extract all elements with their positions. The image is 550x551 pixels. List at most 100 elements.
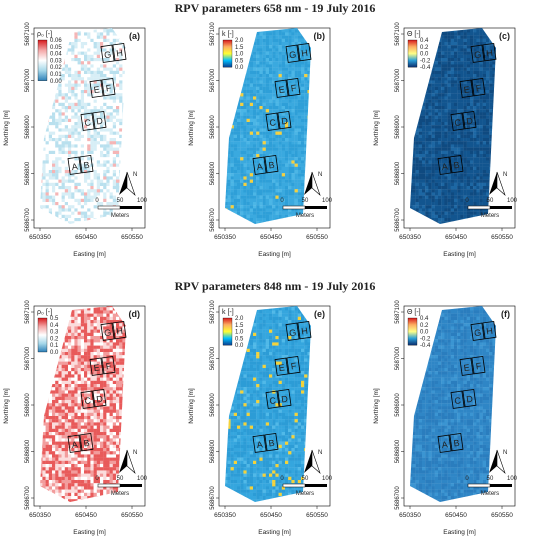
legend-tick: 0.4 [420,316,429,322]
scalebar-tick: 100 [137,476,148,482]
northing-tick: 5686800 [25,161,31,185]
scalebar-unit: Meters [111,491,129,497]
easting-axis-label: Easting [m] [73,251,106,258]
easting-axis-label: Easting [m] [258,529,291,536]
easting-tick: 650550 [306,512,328,519]
northing-tick: 5687100 [210,300,216,324]
easting-axis-label: Easting [m] [73,529,106,536]
easting-tick: 650450 [445,512,467,519]
northing-tick: 5687100 [395,300,401,324]
northing-axis-label: Northing [m] [188,388,195,424]
legend-title: k [-] [222,309,234,316]
legend-tick: 2.0 [235,316,244,322]
northing-tick: 5686800 [210,439,216,463]
colorbar [38,318,47,352]
scalebar-tick: 50 [302,476,309,482]
northing-tick: 5687000 [395,346,401,370]
section-title-658: RPV parameters 658 nm - 19 July 2016 [0,1,550,16]
northing-tick: 5686900 [25,393,31,417]
northing-tick: 5686700 [25,208,31,232]
scalebar-tick: 100 [322,198,333,204]
legend-tick: 0.04 [50,52,62,58]
legend-tick: 0.02 [50,65,62,71]
northing-tick: 5686900 [25,115,31,139]
northing-tick: 5686900 [210,393,216,417]
legend-tick: 0.5 [50,316,59,322]
scalebar-tick: 50 [302,198,309,204]
easting-tick: 650550 [491,234,513,241]
legend-tick: 0.0 [235,65,244,71]
legend-title: Θ [-] [407,31,421,38]
panel-letter: (f) [501,309,510,319]
scalebar-tick: 100 [507,198,518,204]
easting-tick: 650550 [121,234,143,241]
legend-tick: 0.0 [235,343,244,349]
legend-tick: 1.5 [235,323,244,329]
northing-tick: 5687000 [25,346,31,370]
easting-tick: 650450 [260,512,282,519]
legend-tick: 0.4 [420,38,429,44]
plot-label-G: G [104,327,112,338]
easting-tick: 650350 [29,512,51,519]
northing-axis-label: Northing [m] [188,110,195,146]
plot-label-H: H [301,48,309,59]
northing-tick: 5687100 [210,22,216,46]
legend-tick: 0.06 [50,38,62,44]
legend-tick: 0.2 [420,45,429,51]
easting-tick: 650450 [260,234,282,241]
scalebar-tick: 50 [117,476,124,482]
northing-tick: 5686900 [210,115,216,139]
easting-tick: 650550 [491,512,513,519]
legend-tick: 2.0 [235,38,244,44]
plot-label-H: H [486,326,494,337]
northing-tick: 5686700 [395,486,401,510]
legend-tick: 0.1 [50,343,59,349]
legend-tick: 0.3 [50,330,59,336]
northing-tick: 5687000 [395,68,401,92]
easting-tick: 650350 [399,512,421,519]
northing-axis-label: Northing [m] [3,388,10,424]
easting-tick: 650350 [214,234,236,241]
easting-tick: 650550 [121,512,143,519]
scalebar-tick: 100 [137,198,148,204]
northing-tick: 5686800 [210,161,216,185]
north-label: N [133,450,137,456]
northing-tick: 5686700 [210,486,216,510]
northing-tick: 5686700 [395,208,401,232]
easting-tick: 650550 [306,234,328,241]
colorbar [38,40,47,81]
colorbar [408,40,417,67]
plot-label-G: G [104,49,112,60]
legend-tick: 0.00 [50,79,62,85]
easting-axis-label: Easting [m] [443,529,476,536]
northing-tick: 5687100 [395,22,401,46]
northing-tick: 5687100 [25,300,31,324]
easting-tick: 650350 [399,234,421,241]
northing-tick: 5686800 [395,161,401,185]
scalebar-unit: Meters [481,491,499,497]
legend-tick: -0.2 [420,336,431,342]
legend-tick: 0.0 [420,52,429,58]
legend-tick: 0.5 [235,336,244,342]
panel-letter: (c) [499,31,510,41]
easting-tick: 650350 [214,512,236,519]
northing-axis-label: Northing [m] [373,388,380,424]
scalebar-unit: Meters [111,213,129,219]
legend-tick: 1.0 [235,330,244,336]
legend-tick: 0.5 [235,58,244,64]
legend-title: ρ₀ [-] [37,309,52,316]
section-title-848: RPV parameters 848 nm - 19 July 2016 [0,279,550,294]
north-label: N [503,450,507,456]
scalebar-unit: Meters [296,213,314,219]
legend-tick: 0.05 [50,45,62,51]
northing-tick: 5686800 [25,439,31,463]
